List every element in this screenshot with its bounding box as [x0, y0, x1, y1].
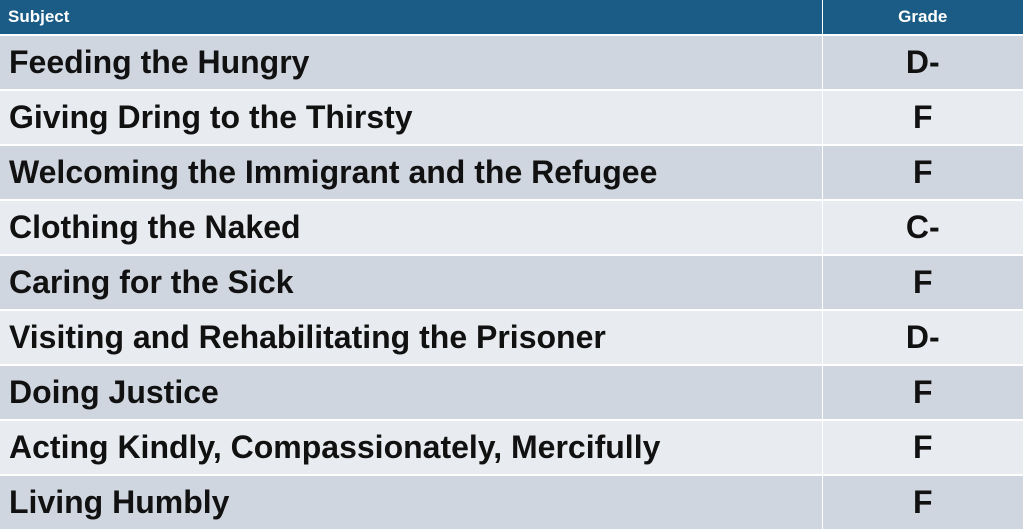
subject-cell: Doing Justice	[0, 365, 822, 421]
subject-cell: Giving Dring to the Thirsty	[0, 90, 822, 146]
subject-cell: Living Humbly	[0, 475, 822, 531]
table-row: Welcoming the Immigrant and the Refugee …	[0, 145, 1023, 201]
table-row: Giving Dring to the Thirsty F	[0, 90, 1023, 146]
subject-column-header: Subject	[0, 0, 822, 36]
grade-cell: F	[821, 145, 1023, 201]
grade-cell: D-	[821, 310, 1023, 366]
grade-cell: F	[821, 365, 1023, 421]
grade-cell: F	[821, 255, 1023, 311]
header-row: Subject Grade	[0, 0, 1023, 36]
table-row: Doing Justice F	[0, 365, 1023, 421]
grade-cell: F	[821, 475, 1023, 531]
subject-cell: Caring for the Sick	[0, 255, 822, 311]
table-row: Feeding the Hungry D-	[0, 35, 1023, 91]
table-row: Acting Kindly, Compassionately, Merciful…	[0, 420, 1023, 476]
grade-cell: C-	[821, 200, 1023, 256]
subject-cell: Visiting and Rehabilitating the Prisoner	[0, 310, 822, 366]
grade-column-header: Grade	[821, 0, 1023, 36]
subject-cell: Welcoming the Immigrant and the Refugee	[0, 145, 822, 201]
table-row: Caring for the Sick F	[0, 255, 1023, 311]
subject-cell: Acting Kindly, Compassionately, Merciful…	[0, 420, 822, 476]
grade-cell: F	[821, 90, 1023, 146]
table-row: Visiting and Rehabilitating the Prisoner…	[0, 310, 1023, 366]
grade-cell: F	[821, 420, 1023, 476]
table-row: Living Humbly F	[0, 475, 1023, 531]
grade-cell: D-	[821, 35, 1023, 91]
subject-cell: Feeding the Hungry	[0, 35, 822, 91]
table-row: Clothing the Naked C-	[0, 200, 1023, 256]
table-body: Feeding the Hungry D- Giving Dring to th…	[0, 35, 1023, 531]
subject-cell: Clothing the Naked	[0, 200, 822, 256]
table-header: Subject Grade	[0, 0, 1023, 36]
